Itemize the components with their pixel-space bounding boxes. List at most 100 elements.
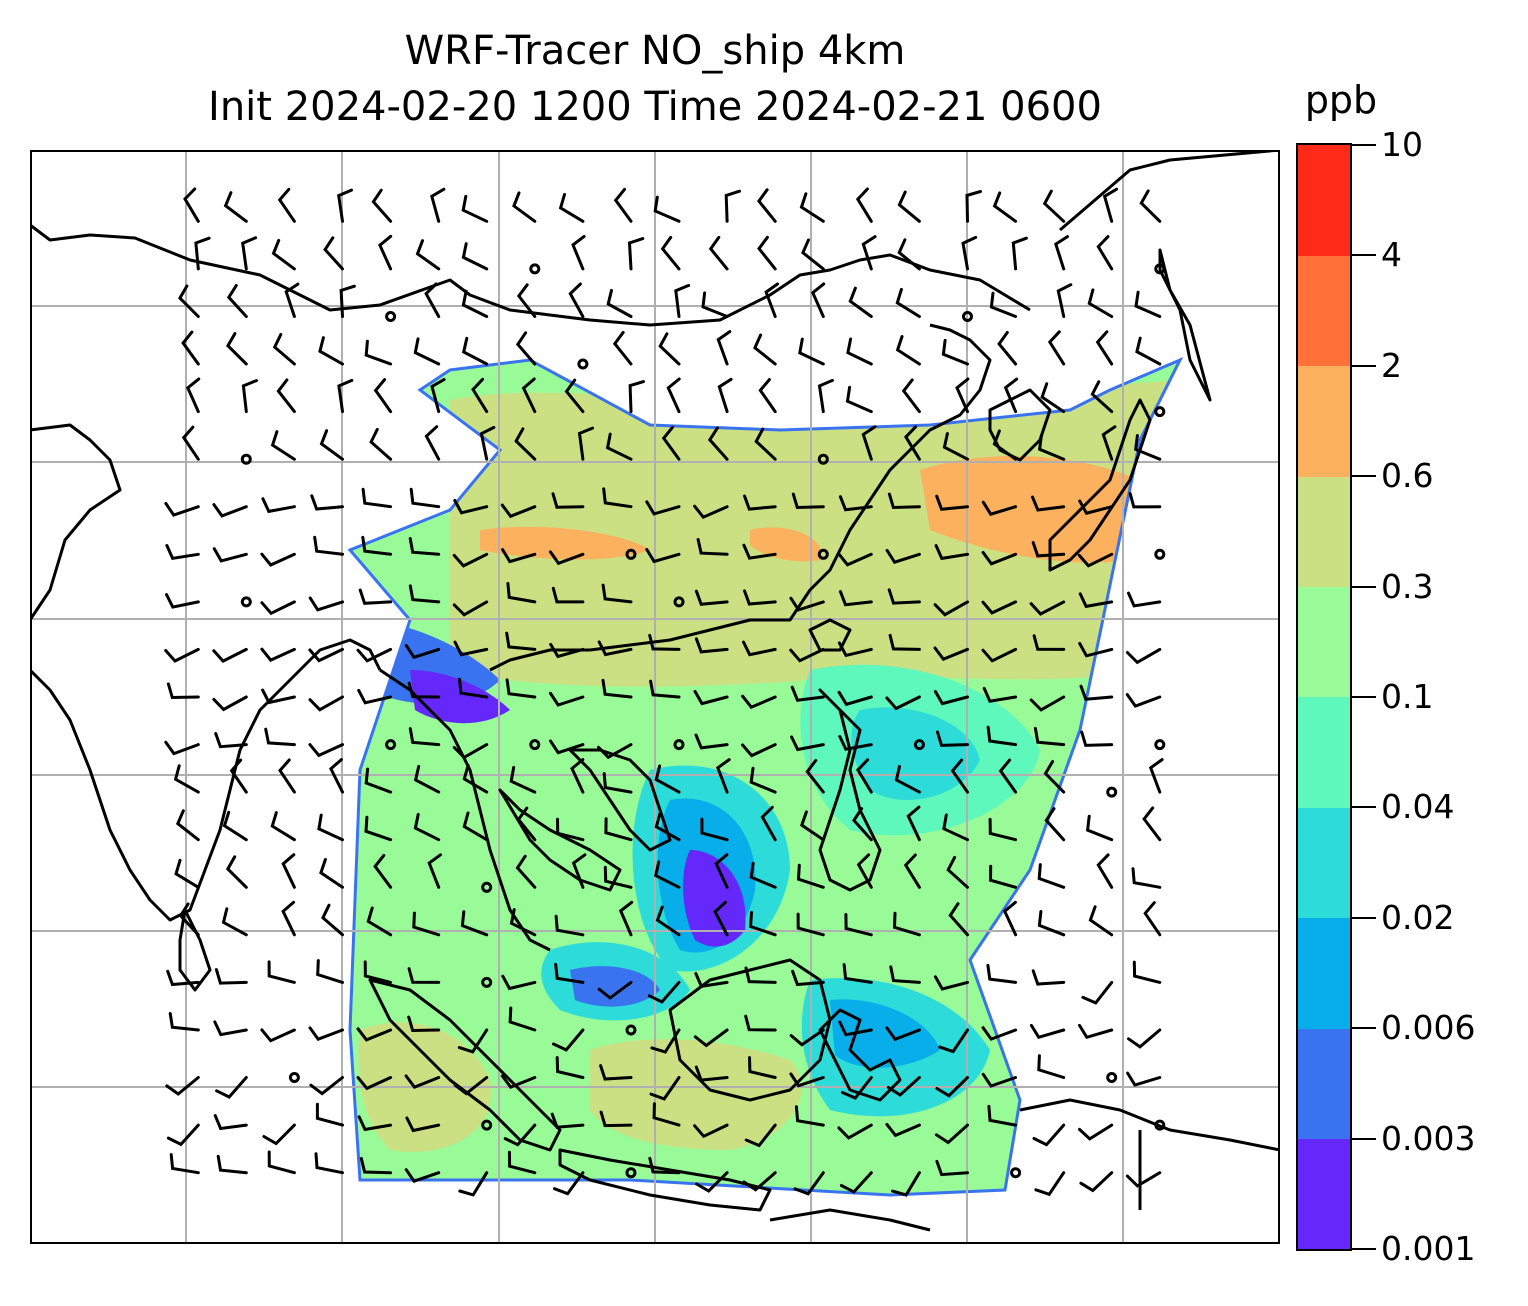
wind-barb [789, 647, 825, 663]
wind-barb [1002, 900, 1018, 937]
wind-barb [462, 764, 489, 794]
wind-barb [1078, 1123, 1114, 1141]
wind-barb [981, 1026, 1018, 1041]
wind-barb [1056, 283, 1073, 318]
wind-barbs [164, 187, 1164, 1197]
wind-barb [1032, 634, 1066, 651]
coast-new-guinea [1019, 1098, 1280, 1152]
wind-barb [509, 765, 537, 794]
wind-barb [694, 589, 729, 606]
coast-china [489, 323, 992, 672]
wind-barb [1135, 336, 1162, 366]
wind-barb [272, 333, 296, 366]
wind-barb [506, 582, 537, 604]
wind-barb [892, 911, 921, 937]
colorbar-band [1298, 145, 1350, 256]
wind-barb [412, 911, 441, 937]
wind-barb [500, 503, 537, 519]
wind-barb [744, 1123, 777, 1148]
wind-barb [933, 975, 969, 991]
wind-barb [512, 191, 537, 223]
wind-barb [166, 969, 200, 987]
wind-barb [194, 236, 211, 271]
wind-barb [321, 903, 344, 937]
wind-barb [267, 1150, 296, 1175]
wind-barb [212, 547, 248, 563]
wind-barb [713, 900, 729, 937]
wind-barb [373, 853, 393, 889]
wind-barb [168, 1012, 200, 1032]
calm-marker [817, 548, 829, 560]
wind-barb [597, 980, 633, 1000]
wind-barb [654, 811, 681, 842]
wind-barb [649, 1076, 681, 1101]
wind-barb [997, 331, 1018, 366]
wind-barb [965, 190, 982, 223]
wind-barb [164, 647, 200, 663]
wind-barb [1042, 189, 1066, 223]
wind-barb [1029, 600, 1066, 616]
wind-barb [571, 234, 586, 271]
wind-barb [571, 853, 587, 889]
wind-barb [521, 377, 537, 414]
wind-barb [241, 379, 258, 414]
wind-barb [339, 284, 356, 318]
wind-barb [1037, 1054, 1066, 1079]
wind-barb [981, 500, 1018, 516]
wind-barb [992, 191, 1018, 223]
wind-barb [935, 1076, 969, 1098]
wind-barb [461, 242, 489, 271]
wind-barb [183, 187, 200, 223]
colorbar-tick [1352, 1137, 1376, 1140]
coast-vietnam [568, 748, 672, 852]
wind-barb [408, 584, 441, 604]
wind-barb [1040, 382, 1066, 414]
wind-barb [221, 907, 248, 937]
wind-barb [694, 733, 729, 750]
wind-barb [460, 910, 489, 937]
wind-barb [1078, 499, 1114, 515]
wind-barb [955, 377, 970, 414]
wind-barb [407, 681, 441, 699]
wind-barb [281, 853, 296, 889]
wind-barb [694, 972, 729, 988]
wind-barb [799, 192, 825, 223]
wind-barb [452, 552, 489, 568]
wind-barb [461, 194, 489, 223]
wind-barb [407, 1015, 441, 1033]
wind-barb [281, 900, 296, 937]
wind-barb [310, 494, 344, 511]
wind-barb [1087, 288, 1114, 318]
wind-barb [260, 600, 296, 616]
wind-barb [212, 503, 248, 518]
coast-myanmar [379, 668, 551, 952]
calm-marker [577, 358, 589, 370]
wind-barb [1085, 814, 1114, 842]
wind-barb [1127, 1028, 1162, 1049]
wind-barb [1077, 552, 1114, 568]
wind-barb [452, 600, 489, 617]
calm-wind-markers [240, 263, 1166, 1179]
wind-barb [356, 1027, 393, 1042]
wind-barb [1125, 1171, 1162, 1188]
wind-barb [838, 1020, 873, 1037]
wind-barb [935, 494, 969, 511]
wind-barb [308, 647, 344, 663]
wind-barb [553, 1171, 585, 1196]
wind-barb [861, 425, 877, 461]
coast-sumatra [368, 978, 562, 1152]
wind-barb [790, 685, 825, 702]
wind-barb [650, 1028, 681, 1054]
wind-barb [514, 427, 537, 461]
wind-barb [717, 377, 733, 414]
wind-barb [222, 810, 248, 842]
wind-barb [897, 190, 921, 223]
coast-japan [1048, 398, 1152, 572]
wind-barb [1126, 1071, 1162, 1087]
wind-barb [1081, 980, 1114, 1005]
wind-barb [356, 647, 393, 663]
wind-barb [789, 596, 825, 612]
coast-india [30, 638, 382, 922]
wind-barb [716, 330, 732, 366]
coast-northern-land [30, 223, 1031, 327]
